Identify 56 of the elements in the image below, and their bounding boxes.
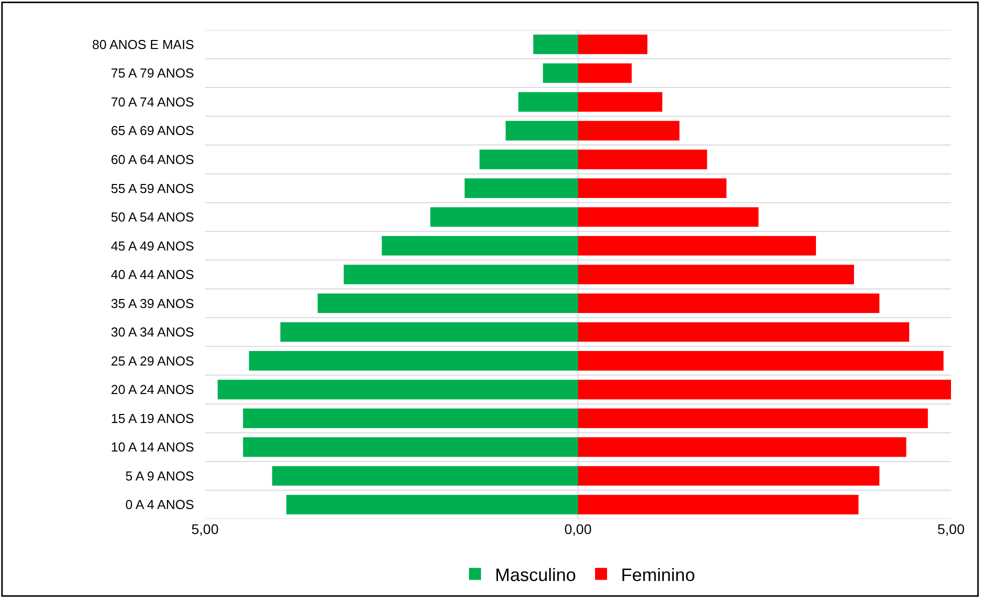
- x-tick-label: 5,00: [191, 521, 219, 537]
- bar: [542, 63, 578, 83]
- bar: [578, 322, 910, 342]
- y-tick-label: 45 A 49 ANOS: [110, 238, 194, 254]
- x-tick-label: 0,00: [564, 521, 592, 537]
- bar: [506, 120, 578, 140]
- bar: [249, 351, 578, 371]
- bar: [578, 92, 662, 112]
- legend-label: Masculino: [495, 564, 576, 585]
- legend-label: Feminino: [621, 564, 696, 585]
- bar: [578, 293, 880, 314]
- bar: [578, 466, 880, 486]
- bar: [578, 437, 906, 457]
- bar: [464, 178, 578, 198]
- bar: [578, 150, 708, 170]
- y-tick-label: 60 A 64 ANOS: [110, 152, 194, 167]
- bar: [578, 63, 632, 83]
- bar: [243, 408, 578, 428]
- y-tick-label: 65 A 69 ANOS: [110, 123, 194, 138]
- y-tick-label: 40 A 44 ANOS: [110, 267, 194, 282]
- bar: [578, 494, 858, 514]
- bar: [518, 92, 578, 112]
- bar: [578, 207, 759, 227]
- bar: [430, 207, 578, 227]
- bar: [286, 494, 578, 514]
- y-tick-label: 30 A 34 ANOS: [110, 324, 194, 340]
- y-tick-label: 75 A 79 ANOS: [110, 66, 194, 81]
- bar: [218, 380, 578, 400]
- y-tick-label: 5 A 9 ANOS: [125, 468, 194, 484]
- bar: [578, 264, 854, 284]
- bar: [272, 466, 578, 486]
- bar: [480, 150, 578, 170]
- bar: [280, 322, 578, 342]
- y-tick-label: 25 A 29 ANOS: [110, 353, 194, 368]
- y-tick-label: 0 A 4 ANOS: [125, 497, 194, 512]
- bar: [382, 236, 578, 256]
- bar: [533, 34, 578, 54]
- y-tick-label: 20 A 24 ANOS: [110, 382, 194, 398]
- bar: [578, 120, 680, 140]
- y-tick-label: 80 ANOS E MAIS: [92, 36, 194, 52]
- bar: [318, 293, 578, 314]
- bar: [578, 380, 951, 400]
- bar: [344, 264, 578, 284]
- y-tick-label: 55 A 59 ANOS: [110, 180, 194, 196]
- bar: [243, 437, 578, 457]
- y-tick-label: 10 A 14 ANOS: [110, 440, 194, 455]
- y-tick-label: 70 A 74 ANOS: [110, 94, 194, 110]
- y-tick-label: 35 A 39 ANOS: [110, 296, 194, 311]
- x-tick-label: 5,00: [937, 521, 965, 537]
- bar: [578, 34, 648, 54]
- y-tick-label: 15 A 19 ANOS: [110, 410, 194, 426]
- y-tick-label: 50 A 54 ANOS: [110, 210, 194, 225]
- bar: [578, 408, 928, 428]
- bar: [578, 178, 726, 198]
- bar: [578, 351, 944, 371]
- bar: [578, 236, 816, 256]
